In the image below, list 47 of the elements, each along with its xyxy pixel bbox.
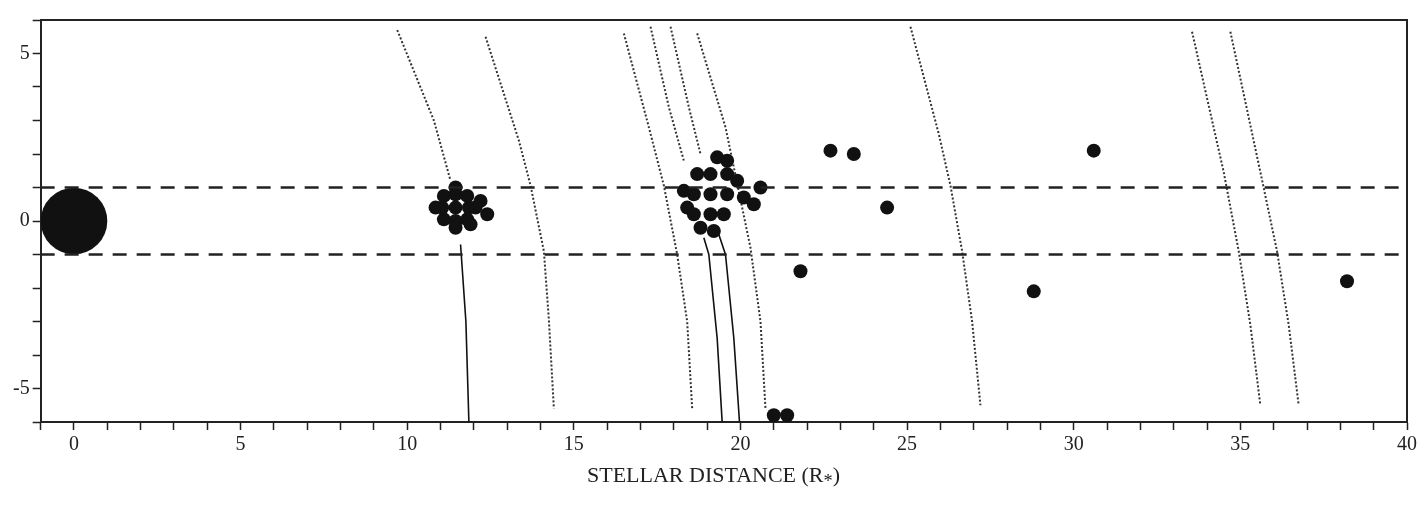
point (680, 200, 695, 215)
point (703, 187, 718, 202)
line-series (622, 32, 694, 410)
point (693, 220, 708, 235)
x-tick-label: 20 (730, 432, 751, 455)
line-series (484, 35, 555, 410)
point (846, 147, 861, 161)
x-tick-label: 25 (897, 432, 918, 455)
x-tick-label: 15 (563, 432, 584, 455)
point (823, 143, 838, 158)
point (473, 193, 488, 208)
x-tick-label: 0 (68, 432, 79, 455)
x-tick-label: 5 (235, 432, 246, 455)
x-tick-label: 40 (1397, 432, 1417, 455)
point (703, 207, 718, 222)
x-tick-label: 10 (397, 432, 418, 455)
point (706, 224, 721, 239)
point (1026, 284, 1041, 299)
point (766, 408, 781, 422)
point (880, 200, 895, 215)
point (436, 212, 451, 227)
line-series (909, 25, 982, 407)
point (736, 190, 751, 205)
point (793, 264, 808, 279)
y-tick-label: 0 (19, 208, 30, 231)
point (746, 197, 761, 212)
x-tick-label: 35 (1230, 432, 1251, 455)
point (730, 173, 745, 188)
y-tick-label: -5 (12, 375, 30, 398)
point (720, 167, 735, 182)
point (460, 188, 475, 203)
point (720, 187, 735, 202)
point (716, 207, 731, 222)
point (448, 200, 463, 215)
point (690, 167, 705, 182)
point (480, 207, 495, 222)
point (703, 167, 718, 182)
point (436, 188, 451, 203)
x-axis-title: STELLAR DISTANCE (R$_{*}$) (585, 462, 842, 493)
point (720, 153, 735, 168)
x-tick-label: 30 (1063, 432, 1084, 455)
point (1340, 274, 1355, 289)
point (463, 217, 478, 232)
point (780, 408, 795, 422)
y-tick-label: 5 (19, 40, 30, 63)
point (676, 183, 691, 198)
point (1086, 143, 1101, 158)
